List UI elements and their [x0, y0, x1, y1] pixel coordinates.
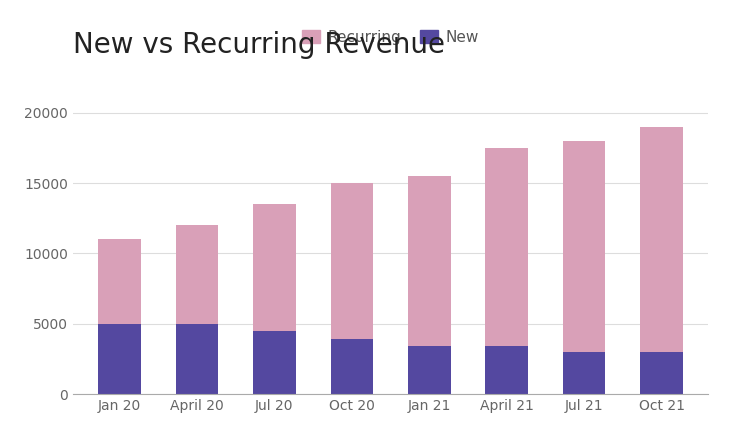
Bar: [331, 339, 373, 394]
Bar: [331, 183, 373, 339]
Text: New vs Recurring Revenue: New vs Recurring Revenue: [73, 31, 445, 59]
Bar: [253, 331, 296, 394]
Bar: [485, 148, 528, 346]
Bar: [408, 346, 450, 394]
Bar: [485, 346, 528, 394]
Bar: [640, 352, 683, 394]
Bar: [408, 176, 450, 346]
Bar: [253, 204, 296, 331]
Bar: [176, 225, 218, 324]
Bar: [98, 324, 141, 394]
Bar: [176, 324, 218, 394]
Bar: [98, 239, 141, 324]
Legend: Recurring, New: Recurring, New: [296, 23, 485, 51]
Bar: [563, 352, 605, 394]
Bar: [563, 141, 605, 352]
Bar: [640, 127, 683, 352]
